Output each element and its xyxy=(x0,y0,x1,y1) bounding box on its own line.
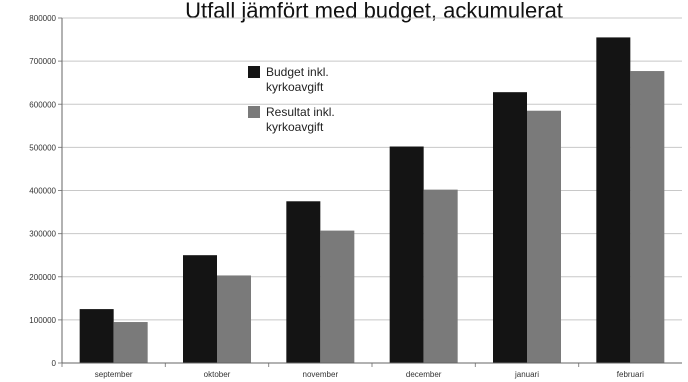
legend-swatch xyxy=(248,66,260,78)
y-tick-label: 300000 xyxy=(29,230,56,239)
bar-budget xyxy=(79,309,114,363)
bar-resultat xyxy=(423,189,458,363)
legend-label: kyrkoavgift xyxy=(266,80,324,94)
y-tick-label: 200000 xyxy=(29,273,56,282)
bar-budget xyxy=(596,37,631,363)
x-axis-categories: september oktober november december januari f… xyxy=(61,363,644,379)
x-category-label: december xyxy=(406,370,442,379)
gridlines xyxy=(62,17,682,321)
y-tick-label: 800000 xyxy=(29,14,56,23)
chart-title: Utfall jämfört med budget, ackumulerat xyxy=(185,0,563,23)
bar-resultat xyxy=(320,230,355,363)
y-tick-label: 400000 xyxy=(29,187,56,196)
y-tick-label: 100000 xyxy=(29,316,56,325)
bar-resultat xyxy=(113,322,148,363)
bar-resultat xyxy=(527,110,561,363)
bar-budget xyxy=(493,92,527,364)
y-tick-label: 600000 xyxy=(29,100,56,109)
y-tick-label: 0 xyxy=(52,359,57,368)
bar-budget xyxy=(183,255,217,363)
legend-label: Budget inkl. xyxy=(266,65,329,79)
x-category-label: januari xyxy=(514,370,539,379)
axes xyxy=(61,18,682,364)
bar-resultat xyxy=(630,71,665,363)
y-axis-ticks: 0 100000 200000 300000 400000 500000 600000 700… xyxy=(29,14,62,368)
x-category-label: februari xyxy=(617,370,644,379)
legend-label: kyrkoavgift xyxy=(266,120,324,134)
x-category-label: september xyxy=(95,370,133,379)
x-category-label: oktober xyxy=(204,370,231,379)
x-category-label: november xyxy=(303,370,339,379)
bar-budget xyxy=(286,201,321,363)
bars xyxy=(79,37,665,364)
legend-label: Resultat inkl. xyxy=(266,105,335,119)
bar-resultat xyxy=(217,275,251,363)
y-tick-label: 500000 xyxy=(29,143,56,152)
bar-budget xyxy=(389,146,424,363)
legend-swatch xyxy=(248,106,260,118)
y-tick-label: 700000 xyxy=(29,57,56,66)
